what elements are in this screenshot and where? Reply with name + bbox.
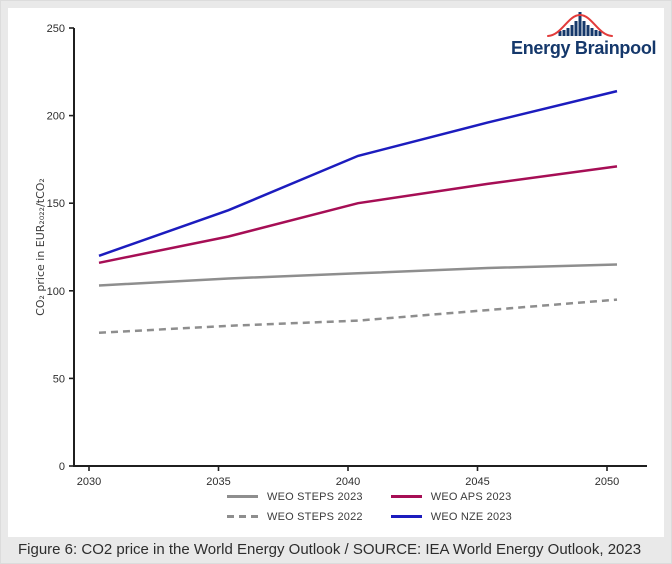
x-tick-label: 2035: [206, 476, 230, 488]
energy-brainpool-logo: Energy Brainpool: [511, 10, 657, 59]
y-tick-label: 0: [59, 461, 65, 473]
legend-label: WEO APS 2023: [430, 490, 512, 503]
logo-bars: [558, 12, 602, 36]
legend-label: WEO STEPS 2023: [267, 490, 363, 503]
y-tick-label: 100: [47, 286, 65, 298]
series-line-weo-aps-2023: [98, 165, 618, 265]
solid-line-swatch: [390, 515, 422, 518]
axes-spine: [73, 28, 647, 467]
legend-item-weo-steps-2022: WEO STEPS 2022: [227, 507, 363, 526]
logo-wordmark: Energy Brainpool: [511, 38, 657, 58]
y-axis-label: CO₂ price in EUR₂₀₂₂/tCO₂: [34, 178, 47, 316]
chart-panel: 0 50 100 150 200 250 2030 2035 2040 2045 2050 CO₂ …: [8, 8, 664, 537]
series-line-weo-nze-2023: [98, 89, 618, 257]
y-tick-label: 250: [47, 23, 65, 35]
y-tick-label: 200: [47, 111, 65, 123]
solid-line-swatch: [227, 495, 258, 498]
x-tick-label: 2050: [595, 476, 619, 488]
solid-line-swatch: [390, 495, 422, 498]
chart-legend: WEO STEPS 2023 WEO STEPS 2022 WEO APS 2023…: [227, 487, 512, 526]
legend-item-weo-nze-2023: WEO NZE 2023: [390, 507, 512, 526]
legend-label: WEO STEPS 2022: [267, 510, 363, 523]
x-tick-label: 2030: [77, 476, 101, 488]
logo-bell-curve: [547, 13, 613, 37]
series-line-weo-steps-2022: [98, 298, 618, 335]
x-tick-label: 2040: [336, 476, 360, 488]
legend-label: WEO NZE 2023: [430, 510, 512, 523]
y-tick-label: 50: [53, 373, 65, 385]
legend-item-weo-aps-2023: WEO APS 2023: [390, 487, 512, 506]
co2-price-chart: 0 50 100 150 200 250 2030 2035 2040 2045 2050: [47, 23, 647, 488]
dashed-line-swatch: [227, 515, 258, 518]
logo-histogram-icon: [547, 12, 613, 37]
y-tick-label: 150: [47, 198, 65, 210]
x-tick-label: 2045: [465, 476, 489, 488]
legend-item-weo-steps-2023: WEO STEPS 2023: [227, 487, 363, 506]
series-line-weo-steps-2023: [98, 263, 618, 287]
figure-caption: Figure 6: CO2 price in the World Energy …: [18, 541, 642, 558]
